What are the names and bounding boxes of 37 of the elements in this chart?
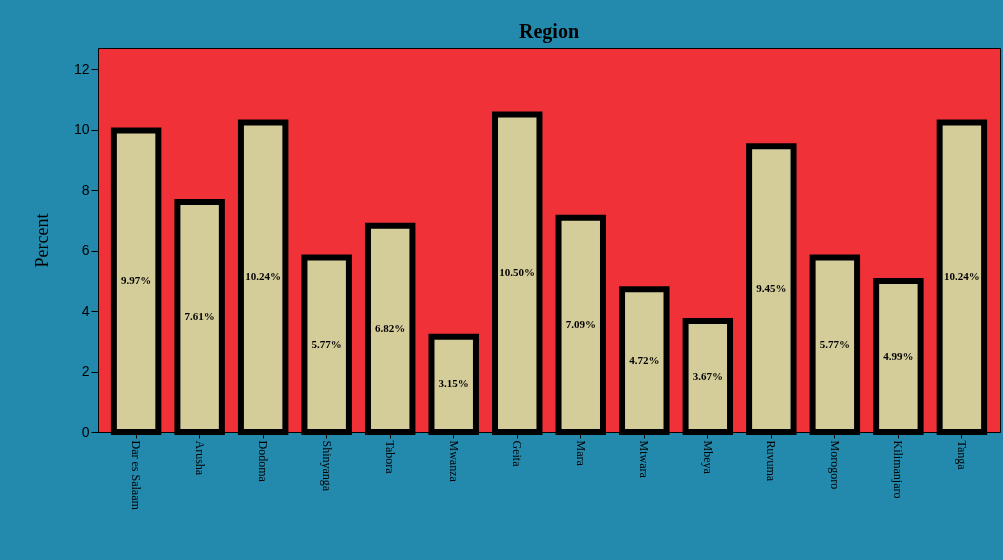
data-label: 4.99% [883,349,914,362]
x-tick-label: Morogoro [827,440,842,490]
y-tick-label: 12 [73,60,90,77]
data-label: 10.24% [944,270,980,283]
x-tick-label: Mara [573,440,588,467]
data-label: 7.09% [565,317,596,330]
x-tick-label: Dar es Salaam [129,440,144,511]
x-tick-label: Mbeya [700,440,715,475]
x-tick-label: Shinyanga [319,440,334,492]
data-label: 9.45% [756,282,787,295]
y-tick-label: 10 [73,121,90,138]
x-tick-label: Dodoma [256,440,271,483]
data-label: 10.50% [499,266,536,279]
y-tick-label: 4 [81,302,90,319]
y-axis-title: Percent [31,213,52,268]
x-tick-label: Tabora [383,440,398,475]
x-tick-label: Geita [510,440,525,468]
data-label: 5.77% [819,337,850,350]
data-label: 7.61% [184,309,215,322]
x-tick-label: Arusha [192,440,207,476]
x-tick-label: Mtwara [637,440,652,479]
data-label: 10.24% [245,270,282,283]
data-label: 3.67% [692,369,723,382]
x-tick-label: Kilimanjaro [891,440,906,499]
y-tick-label: 0 [81,423,90,440]
data-label: 5.77% [311,337,342,350]
chart-title: Region [519,20,579,43]
data-label: 4.72% [629,353,660,366]
data-label: 9.97% [120,274,152,287]
x-tick-label: Tanga [954,440,969,471]
y-tick-label: 8 [81,181,90,198]
data-label: 6.82% [375,321,406,334]
data-label: 3.15% [438,377,469,390]
x-tick-label: Ruvuma [764,440,779,482]
y-tick-label: 2 [81,363,90,380]
x-tick-label: Mwanza [446,440,461,483]
y-tick-label: 6 [81,242,90,259]
